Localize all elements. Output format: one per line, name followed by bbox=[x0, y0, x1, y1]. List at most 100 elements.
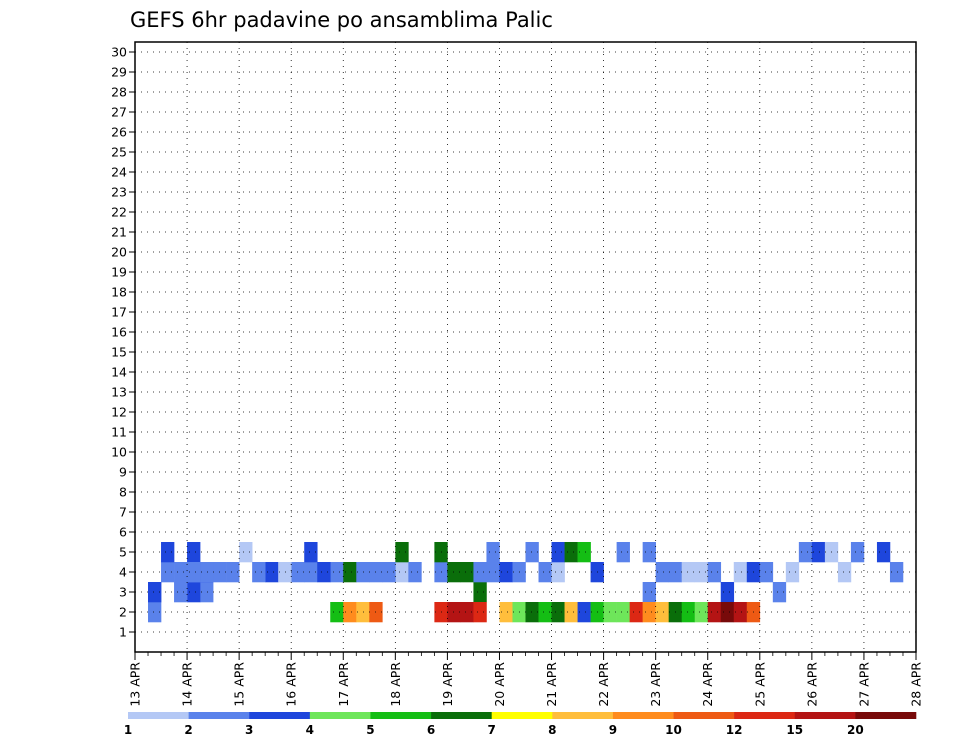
heatmap-cell bbox=[174, 582, 188, 603]
y-tick-label: 20 bbox=[111, 245, 127, 260]
heatmap-cell bbox=[720, 582, 735, 603]
heatmap-cell bbox=[655, 562, 669, 583]
heatmap-cell bbox=[642, 542, 656, 563]
legend-label: 12 bbox=[726, 723, 743, 737]
heatmap-cell bbox=[733, 562, 748, 583]
y-tick-label: 4 bbox=[119, 565, 127, 580]
legend-swatch bbox=[491, 712, 553, 719]
legend-label: 1 bbox=[124, 723, 132, 737]
x-tick-label: 19 APR bbox=[440, 662, 455, 707]
heatmap-cell bbox=[889, 562, 904, 583]
heatmap-cell bbox=[447, 602, 461, 623]
legend-swatch bbox=[309, 712, 371, 719]
heatmap-cell bbox=[538, 602, 552, 623]
y-tick-label: 18 bbox=[111, 285, 127, 300]
heatmap-cell bbox=[551, 542, 565, 563]
heatmap-cell bbox=[486, 562, 500, 583]
heatmap-cell bbox=[694, 562, 709, 583]
heatmap-cell bbox=[304, 562, 318, 583]
heatmap-cell bbox=[161, 542, 175, 563]
heatmap-cell bbox=[395, 542, 409, 563]
x-tick-label: 18 APR bbox=[388, 662, 403, 707]
heatmap-cell bbox=[616, 602, 630, 623]
heatmap-cell bbox=[629, 602, 643, 623]
heatmap-cell bbox=[681, 602, 696, 623]
legend-swatch bbox=[794, 712, 856, 719]
heatmap-cell bbox=[200, 562, 214, 583]
heatmap-cell bbox=[330, 602, 344, 623]
x-tick-label: 21 APR bbox=[544, 662, 559, 707]
legend-label: 8 bbox=[548, 723, 556, 737]
heatmap-cell bbox=[174, 562, 188, 583]
y-tick-label: 19 bbox=[111, 265, 127, 280]
y-tick-label: 1 bbox=[119, 625, 127, 640]
heatmap-cell bbox=[252, 562, 266, 583]
legend-label: 4 bbox=[306, 723, 314, 737]
x-tick-label: 20 APR bbox=[492, 662, 507, 707]
heatmap-cell bbox=[395, 562, 409, 583]
y-tick-label: 9 bbox=[119, 465, 127, 480]
x-tick-label: 17 APR bbox=[336, 662, 351, 707]
legend-label: 2 bbox=[184, 723, 192, 737]
y-tick-label: 12 bbox=[111, 405, 127, 420]
y-tick-label: 27 bbox=[111, 105, 127, 120]
heatmap-cell bbox=[551, 602, 565, 623]
heatmap-cell bbox=[317, 562, 331, 583]
heatmap-cell bbox=[785, 562, 800, 583]
heatmap-cell bbox=[551, 562, 565, 583]
legend-label: 15 bbox=[786, 723, 803, 737]
y-tick-label: 2 bbox=[119, 605, 127, 620]
heatmap-cell bbox=[187, 582, 201, 603]
heatmap-cell bbox=[356, 602, 370, 623]
y-tick-label: 11 bbox=[111, 425, 127, 440]
legend-swatch bbox=[249, 712, 311, 719]
heatmap-cell bbox=[564, 542, 578, 563]
legend-label: 6 bbox=[427, 723, 435, 737]
heatmap-cell bbox=[447, 562, 461, 583]
x-tick-label: 25 APR bbox=[752, 662, 767, 707]
y-tick-label: 28 bbox=[111, 85, 127, 100]
y-tick-label: 30 bbox=[111, 45, 127, 60]
legend-swatch bbox=[370, 712, 432, 719]
legend-swatch bbox=[612, 712, 674, 719]
heatmap-cell bbox=[473, 582, 487, 603]
heatmap-cell bbox=[733, 602, 748, 623]
x-tick-label: 14 APR bbox=[180, 662, 195, 707]
heatmap-cell bbox=[798, 542, 813, 563]
heatmap-cell bbox=[707, 602, 722, 623]
heatmap-cell bbox=[642, 602, 656, 623]
heatmap-cell bbox=[538, 562, 552, 583]
heatmap-cell bbox=[343, 602, 357, 623]
legend-swatch bbox=[431, 712, 492, 719]
y-tick-label: 24 bbox=[111, 165, 127, 180]
heatmap-cell bbox=[460, 602, 474, 623]
heatmap-cell bbox=[382, 562, 396, 583]
x-tick-label: 23 APR bbox=[648, 662, 663, 707]
legend-label: 9 bbox=[609, 723, 617, 737]
heatmap-cell bbox=[642, 582, 656, 603]
heatmap-cell bbox=[330, 562, 344, 583]
y-tick-label: 25 bbox=[111, 145, 127, 160]
heatmap-cell bbox=[408, 562, 422, 583]
heatmap-cell bbox=[655, 602, 669, 623]
heatmap-cell bbox=[148, 602, 162, 623]
x-tick-label: 24 APR bbox=[700, 662, 715, 707]
heatmap-cell bbox=[603, 602, 617, 623]
heatmap-cell bbox=[811, 542, 826, 563]
legend-swatch bbox=[855, 712, 917, 719]
heatmap-cell bbox=[772, 582, 787, 603]
legend-label: 5 bbox=[366, 723, 374, 737]
heatmap-cell bbox=[239, 542, 253, 563]
y-axis-ticks: 1234567891011121314151617181920212223242… bbox=[111, 45, 135, 640]
heatmap-cell bbox=[486, 542, 500, 563]
y-tick-label: 14 bbox=[111, 365, 127, 380]
x-tick-label: 22 APR bbox=[596, 662, 611, 707]
heatmap-cell bbox=[473, 602, 487, 623]
legend-label: 10 bbox=[665, 723, 682, 737]
heatmap-cell bbox=[707, 562, 722, 583]
heatmap-cell bbox=[759, 562, 774, 583]
y-tick-label: 22 bbox=[111, 205, 127, 220]
grid-lines bbox=[135, 42, 917, 652]
heatmap-cell bbox=[304, 542, 318, 563]
